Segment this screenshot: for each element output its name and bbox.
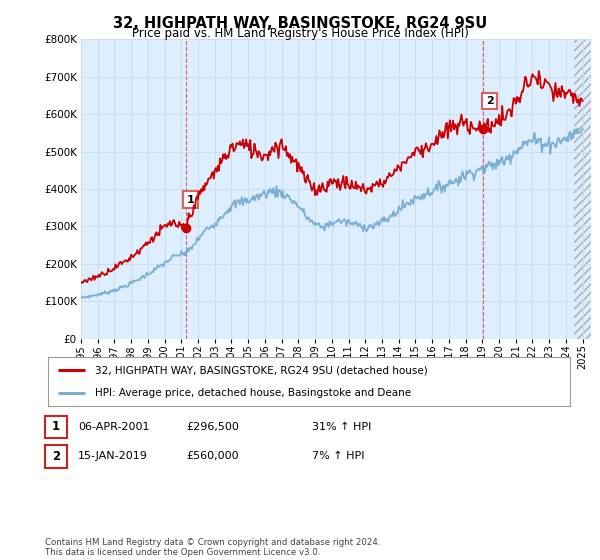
Text: 2: 2	[52, 450, 60, 463]
Text: 15-JAN-2019: 15-JAN-2019	[78, 451, 148, 461]
Text: 1: 1	[52, 420, 60, 433]
Text: 2: 2	[486, 96, 494, 106]
Text: £560,000: £560,000	[186, 451, 239, 461]
Text: 32, HIGHPATH WAY, BASINGSTOKE, RG24 9SU: 32, HIGHPATH WAY, BASINGSTOKE, RG24 9SU	[113, 16, 487, 31]
Text: Contains HM Land Registry data © Crown copyright and database right 2024.
This d: Contains HM Land Registry data © Crown c…	[45, 538, 380, 557]
Text: £296,500: £296,500	[186, 422, 239, 432]
Text: 1: 1	[187, 195, 194, 204]
Text: Price paid vs. HM Land Registry's House Price Index (HPI): Price paid vs. HM Land Registry's House …	[131, 27, 469, 40]
Text: 06-APR-2001: 06-APR-2001	[78, 422, 149, 432]
Text: 31% ↑ HPI: 31% ↑ HPI	[312, 422, 371, 432]
Text: 32, HIGHPATH WAY, BASINGSTOKE, RG24 9SU (detached house): 32, HIGHPATH WAY, BASINGSTOKE, RG24 9SU …	[95, 365, 428, 375]
Text: 7% ↑ HPI: 7% ↑ HPI	[312, 451, 365, 461]
Text: HPI: Average price, detached house, Basingstoke and Deane: HPI: Average price, detached house, Basi…	[95, 388, 411, 398]
